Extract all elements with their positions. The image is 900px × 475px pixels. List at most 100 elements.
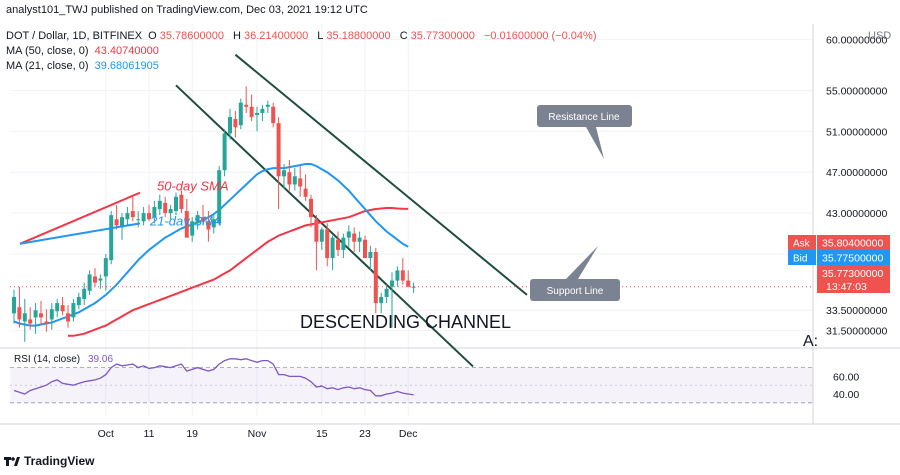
candle (368, 245, 373, 271)
open-label: O (148, 30, 157, 42)
candle (195, 211, 200, 230)
candle (17, 286, 22, 328)
candle (238, 98, 243, 130)
sma21-ref-line (19, 222, 141, 245)
candle-body (206, 221, 211, 230)
candle-body (379, 296, 384, 304)
candle (390, 272, 394, 328)
resistance-callout-pointer (586, 127, 604, 159)
candle-body (336, 239, 340, 250)
candle (276, 117, 281, 210)
candle (217, 166, 222, 226)
candle-body (260, 108, 265, 113)
ma50-legend[interactable]: MA (50, close, 0) 43.40740000 (6, 45, 162, 57)
ask-tag-bg (817, 235, 890, 250)
candle-body (314, 219, 319, 242)
candle-body (238, 102, 243, 126)
candle-body (228, 117, 232, 134)
candle-body (66, 313, 70, 322)
candles (10, 86, 813, 342)
symbol-ohlc-line: DOT / Dollar, 1D, BITFINEX O 35.78600000 … (6, 30, 600, 42)
ask-tag-label: Ask (793, 239, 811, 250)
candle-body (33, 310, 38, 318)
last-price-bg (817, 265, 890, 293)
symbol-title[interactable]: DOT / Dollar, 1D, BITFINEX (6, 30, 143, 42)
rsi-title: RSI (14, close) (14, 354, 80, 365)
candle-body (174, 196, 178, 212)
publisher-text: analyst101_TWJ published on TradingView.… (6, 4, 368, 16)
candle (346, 225, 351, 248)
candle-body (120, 217, 124, 228)
candle (201, 204, 205, 226)
support-line (175, 84, 474, 368)
candle (103, 254, 108, 291)
candle-body (87, 274, 92, 291)
candle-body (384, 288, 389, 297)
candle (357, 231, 362, 252)
candle-body (103, 258, 108, 277)
candle (411, 282, 416, 293)
bid-tag-value: 35.77500000 (822, 253, 883, 265)
price-tick-label: 51.00000000 (826, 126, 887, 138)
ma21-legend[interactable]: MA (21, close, 0) 39.68061905 (6, 60, 162, 72)
candle (49, 303, 54, 330)
candle-body (325, 229, 330, 259)
candle (352, 227, 357, 252)
candle (395, 266, 400, 287)
candle (33, 303, 38, 334)
candle-body (276, 123, 281, 177)
time-tick-label: Dec (399, 428, 418, 440)
candle-body (352, 233, 357, 242)
candle (12, 289, 16, 324)
sma-reference-lines (19, 191, 141, 245)
candle-body (357, 237, 362, 242)
last-price-value: 35.77300000 (822, 268, 883, 280)
candle-body (346, 231, 351, 238)
rsi-tick-label: 60.00 (833, 371, 859, 383)
candle (260, 104, 265, 122)
price-tick-label: 31.50000000 (826, 326, 887, 338)
candle-body (309, 198, 313, 218)
close-value: 35.77300000 (410, 30, 475, 42)
candle-body (271, 106, 276, 124)
candle-body (141, 213, 146, 222)
candle (60, 296, 65, 316)
ma50-line (68, 207, 409, 337)
candle (400, 258, 405, 285)
time-axis[interactable]: Oct 11 19 Nov 15 23 Dec (98, 428, 418, 440)
candle-body (93, 276, 97, 283)
candle-body (249, 106, 254, 118)
candle-body (152, 206, 157, 218)
candle-body (82, 288, 87, 299)
candle (168, 204, 173, 220)
candle (406, 270, 411, 287)
candle-body (184, 211, 189, 238)
candle (287, 159, 292, 191)
bid-tag-bg (817, 250, 890, 265)
price-tick-label: 33.50000000 (826, 305, 887, 317)
candle (330, 235, 335, 271)
candle-body (222, 133, 227, 171)
candle (303, 174, 308, 201)
candle (255, 106, 259, 132)
candle-body (76, 296, 81, 306)
time-tick-label: 23 (359, 428, 371, 440)
descending-channel-label: DESCENDING CHANNEL (300, 312, 511, 332)
candle-body (98, 278, 103, 281)
low-value: 35.18800000 (326, 30, 391, 42)
candle-body (71, 303, 76, 318)
candle-body (298, 178, 303, 187)
low-label: L (317, 30, 324, 42)
candle (379, 292, 384, 314)
candle-body (163, 202, 168, 214)
candle (93, 268, 97, 287)
candle (141, 206, 146, 226)
rsi-axis[interactable]: 60.00 40.00 (833, 371, 859, 401)
candle (271, 102, 276, 128)
ma-lines (13, 163, 409, 337)
candle-body (211, 219, 216, 228)
candle-body (411, 286, 416, 288)
